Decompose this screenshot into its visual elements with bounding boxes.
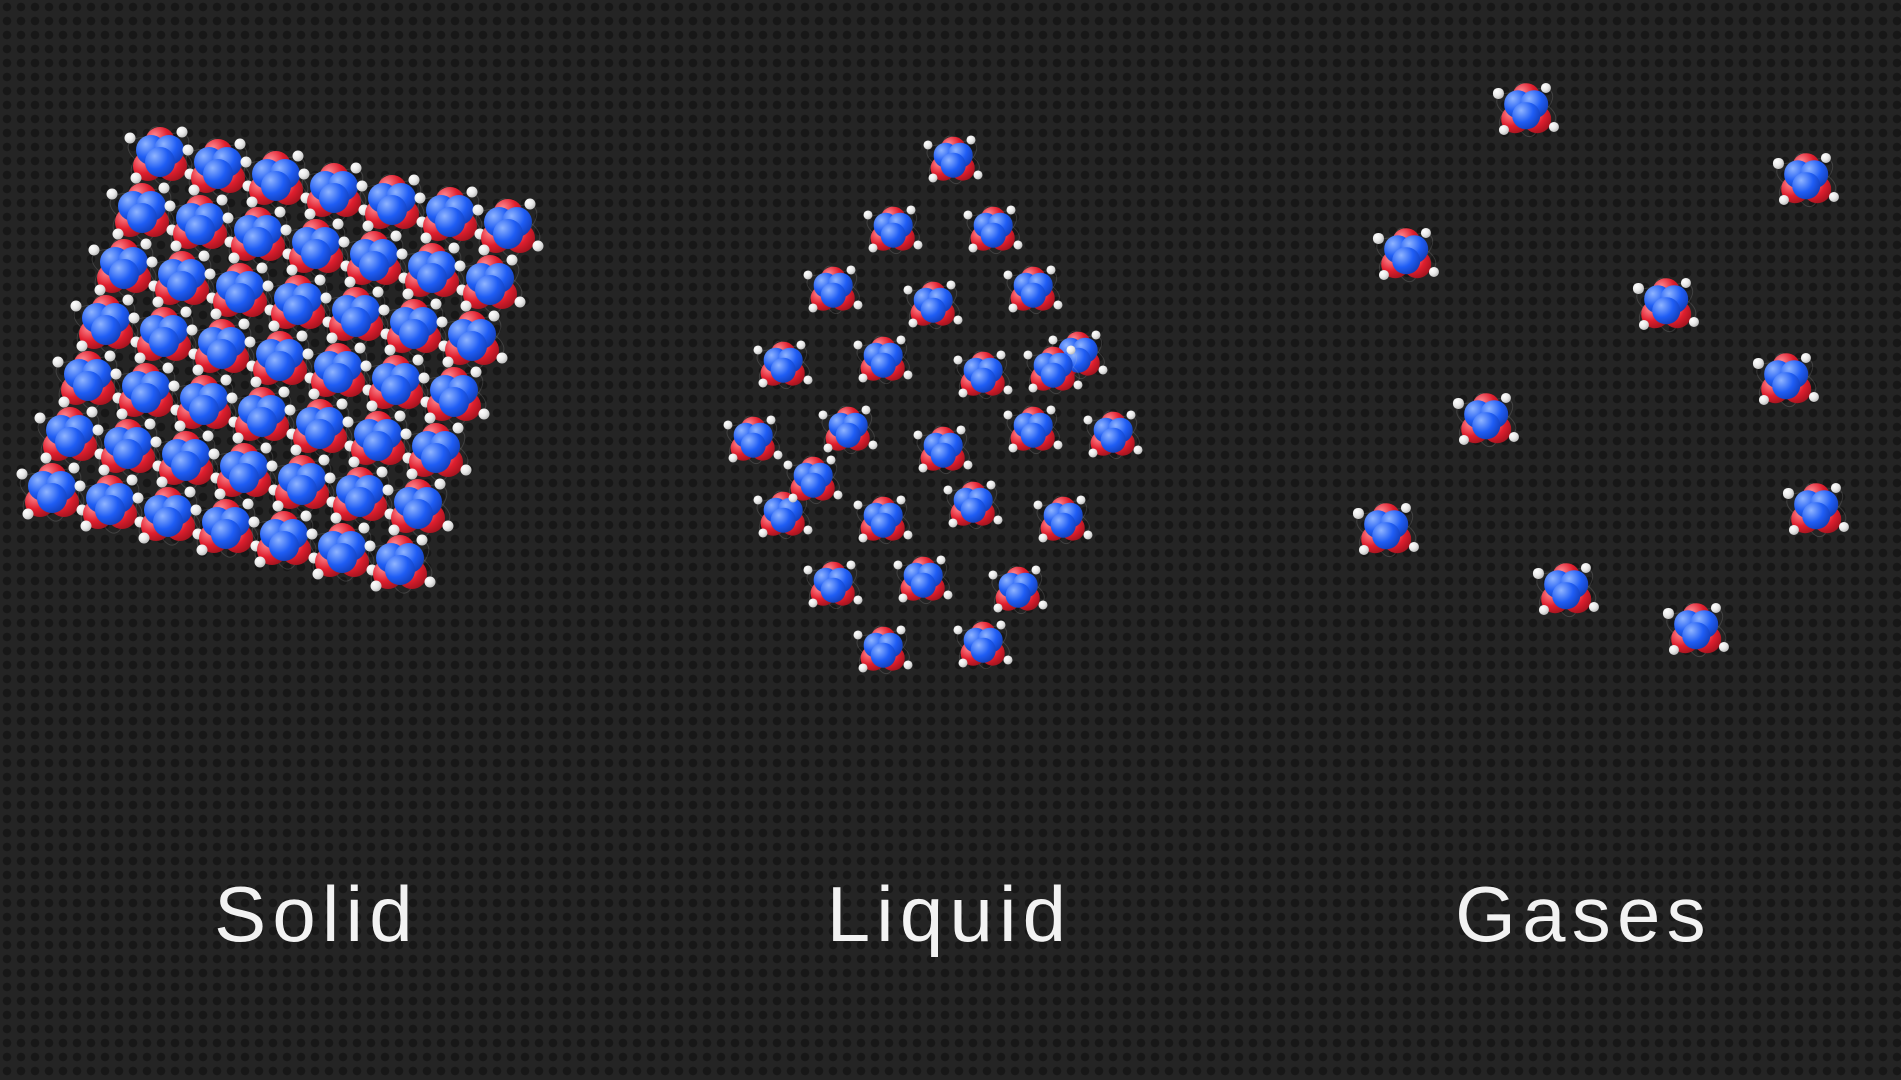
states-of-matter-diagram: Solid Liquid Gases [0, 0, 1901, 1080]
diagram-gases [1266, 30, 1901, 670]
label-liquid: Liquid [633, 869, 1266, 960]
label-gases: Gases [1266, 869, 1901, 960]
panel-gases: Gases [1266, 0, 1901, 1080]
diagram-liquid [633, 120, 1266, 680]
panel-liquid: Liquid [633, 0, 1266, 1080]
panel-solid: Solid [0, 0, 633, 1080]
label-solid: Solid [0, 869, 633, 960]
diagram-solid [0, 140, 633, 660]
